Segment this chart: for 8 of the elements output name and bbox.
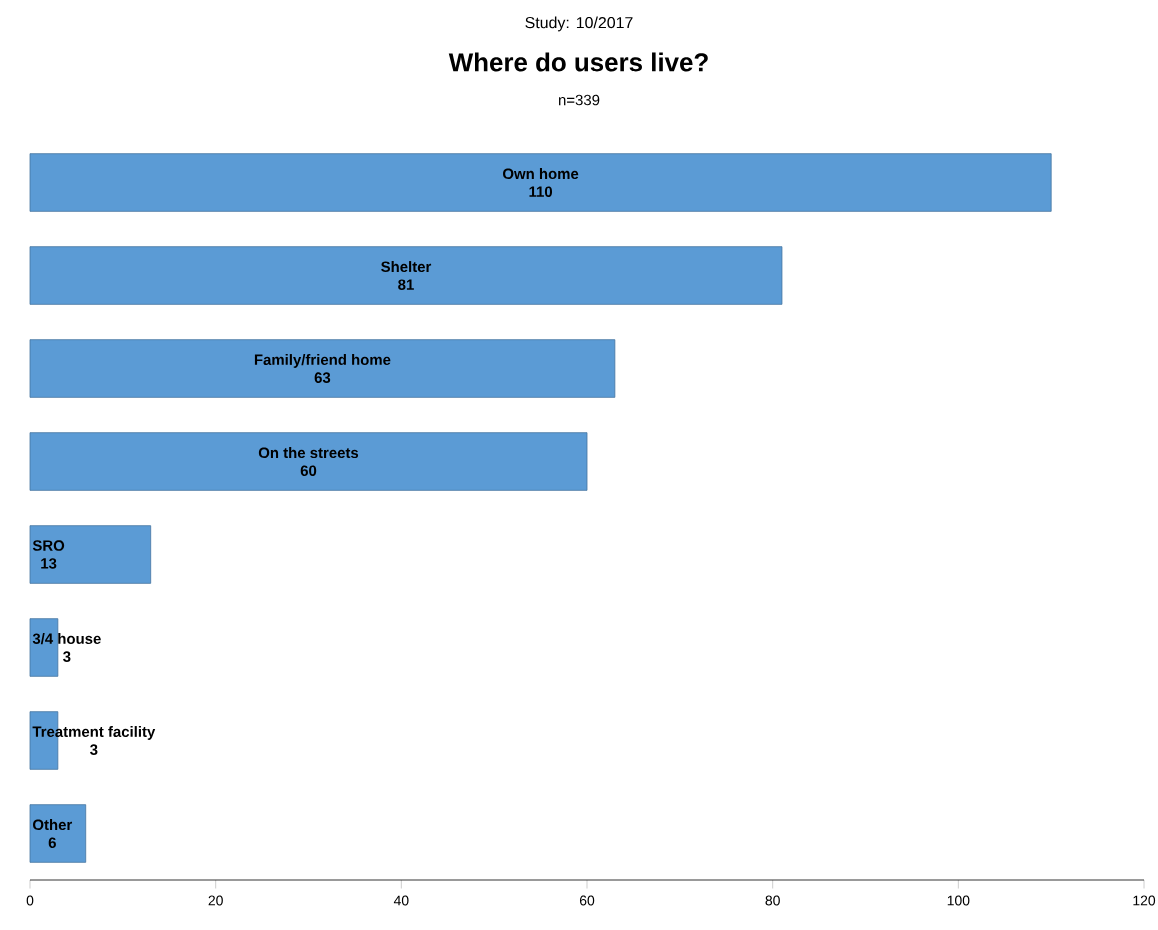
- bar: [29, 153, 1052, 212]
- bar: [29, 804, 87, 863]
- bar: [29, 246, 783, 305]
- bar: [29, 618, 59, 677]
- bar: [29, 525, 152, 584]
- bar: [29, 339, 616, 398]
- bar: [29, 432, 588, 491]
- chart-title: Where do users live?: [448, 52, 708, 72]
